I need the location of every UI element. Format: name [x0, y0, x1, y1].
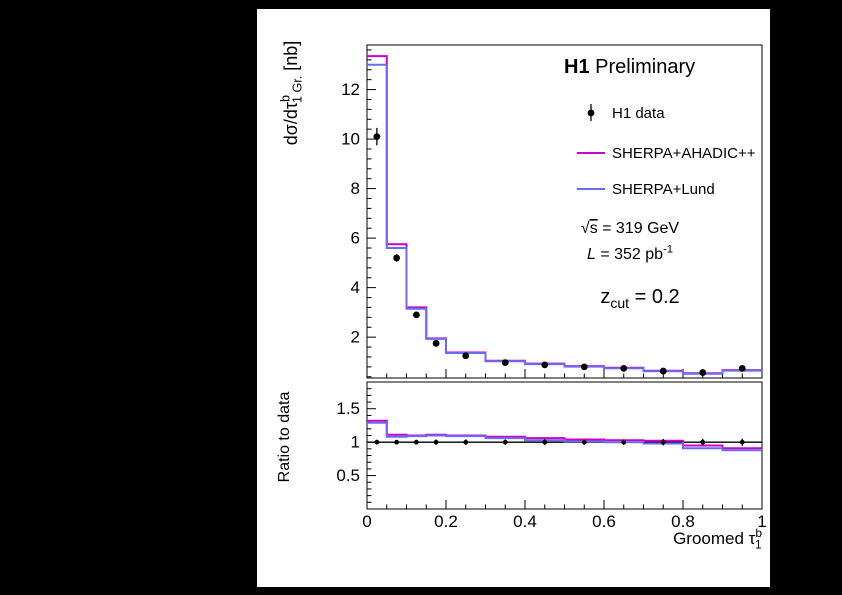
main-y-tick-label: 8: [351, 179, 360, 198]
series-sherpa-lund: [367, 63, 762, 375]
main-y-axis-title: dσ/dτb1 Gr. [nb]: [278, 41, 304, 146]
axis-ticks: [366, 49, 763, 509]
series-sherpa-lund-ratio: [367, 421, 762, 452]
figure-svg: 2 4 6 8 10 12 0 0.2 0.4 0.6 0.8 1 0.5 1 1.5 dσ/dτb1 Gr.…: [276, 41, 767, 552]
main-y-tick-label: 4: [351, 278, 360, 297]
legend-item-sherpa-lund: SHERPA+Lund: [577, 181, 715, 198]
legend-point-marker: [587, 104, 595, 121]
ratio-y-tick-label: 0.5: [336, 466, 360, 485]
ratio-panel-series: [367, 419, 762, 452]
annotation-luminosity: L = 352 pb-1: [587, 243, 673, 263]
legend-label: H1 data: [612, 105, 665, 122]
x-tick-label: 0.8: [671, 512, 695, 531]
main-y-tick-label: 2: [351, 328, 360, 347]
plot-canvas: 2 4 6 8 10 12 0 0.2 0.4 0.6 0.8 1 0.5 1 1.5 dσ/dτb1 Gr.…: [257, 9, 770, 587]
main-panel-series: [367, 55, 762, 376]
x-tick-label: 0.4: [513, 512, 537, 531]
ratio-y-axis-title: Ratio to data: [276, 392, 293, 483]
main-y-axis-title-text: dσ/dτb1 Gr. [nb]: [278, 41, 304, 146]
ratio-y-tick-label: 1.5: [336, 399, 360, 418]
ratio-y-axis-title-text: Ratio to data: [276, 392, 293, 483]
annotation-z-cut: zcut = 0.2: [600, 286, 679, 311]
x-tick-label: 0: [362, 512, 371, 531]
legend-item-h1-data: H1 data: [587, 104, 665, 122]
x-tick-label: 1: [757, 512, 766, 531]
series-h1-data: [373, 127, 746, 376]
legend-label: SHERPA+Lund: [612, 181, 715, 198]
legend-label: SHERPA+AHADIC++: [612, 145, 756, 162]
x-tick-label: 0.2: [434, 512, 458, 531]
x-tick-label: 0.6: [592, 512, 616, 531]
ratio-y-tick-label: 1: [351, 433, 360, 452]
annotation-sqrt-s: √s = 319 GeV: [581, 220, 680, 237]
main-y-tick-label: 12: [341, 80, 360, 99]
x-axis-title: Groomed τb 1: [673, 526, 762, 551]
legend-item-sherpa-ahadic: SHERPA+AHADIC++: [577, 145, 756, 162]
main-y-tick-label: 10: [341, 130, 360, 149]
main-y-tick-label: 6: [351, 229, 360, 248]
series-h1-data-ratio: [374, 438, 745, 446]
plot-header: H1 Preliminary: [564, 56, 695, 78]
